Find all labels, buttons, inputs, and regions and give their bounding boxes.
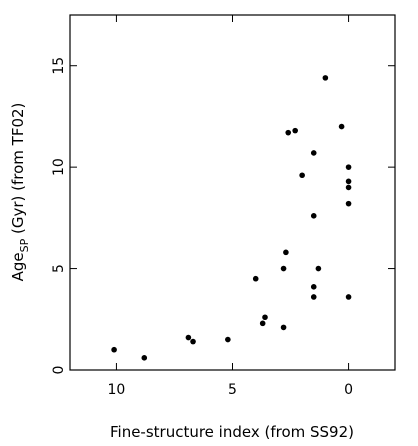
data-point-0: [111, 346, 117, 353]
data-point-22: [345, 178, 352, 185]
data-point-4: [225, 336, 231, 343]
data-point-24: [345, 200, 352, 207]
data-point-6: [262, 314, 268, 321]
x-tick-label-1: 5: [228, 382, 237, 398]
x-tick-label-0: 10: [108, 382, 126, 398]
data-point-9: [280, 265, 287, 272]
data-point-19: [322, 75, 329, 81]
data-point-7: [259, 320, 266, 327]
data-point-16: [310, 284, 317, 290]
data-point-12: [292, 127, 298, 134]
data-point-20: [338, 123, 345, 130]
y-tick-label-3: 15: [51, 57, 67, 75]
data-point-3: [190, 338, 196, 345]
x-tick-label-2: 0: [344, 382, 353, 398]
data-point-10: [283, 249, 289, 256]
y-tick-label-1: 5: [51, 264, 67, 273]
data-point-8: [280, 324, 287, 331]
plot-frame: [69, 14, 396, 371]
y-axis-label-rest: (Gyr) (from TF02): [9, 103, 27, 239]
y-axis-label: AgeSP (Gyr) (from TF02): [9, 103, 31, 282]
data-points: [111, 75, 352, 361]
data-point-23: [345, 184, 352, 191]
data-point-5: [252, 275, 259, 282]
x-axis-label: Fine-structure index (from SS92): [110, 423, 354, 441]
y-axis-ticks: 0 5 10 15: [51, 57, 395, 375]
data-point-18: [315, 265, 322, 272]
data-point-14: [310, 150, 317, 156]
y-tick-label-0: 0: [51, 366, 67, 375]
y-axis-label-subscript: SP: [18, 238, 31, 252]
data-point-13: [299, 172, 305, 179]
data-point-2: [185, 334, 192, 341]
y-tick-label-2: 10: [51, 158, 67, 176]
x-axis-ticks: 10 5 0: [108, 15, 353, 398]
y-axis-label-main: Age: [9, 252, 27, 281]
data-point-25: [345, 294, 352, 300]
data-point-11: [285, 129, 292, 136]
data-point-1: [141, 355, 148, 361]
data-point-17: [310, 294, 317, 300]
data-point-21: [345, 164, 352, 170]
data-point-15: [310, 213, 317, 219]
